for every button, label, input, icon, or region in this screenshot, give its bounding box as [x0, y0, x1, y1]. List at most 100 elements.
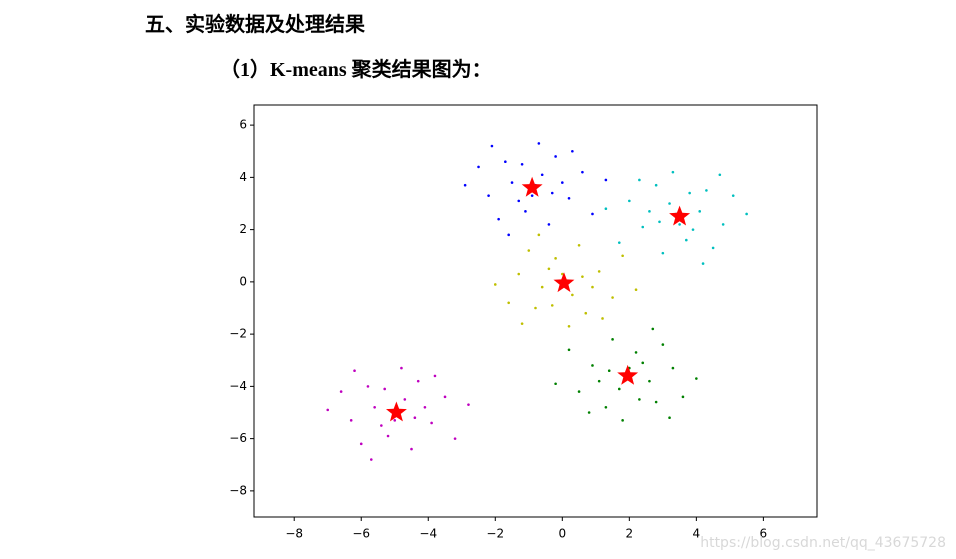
point	[634, 351, 638, 354]
point	[571, 149, 574, 153]
point	[648, 379, 651, 383]
point	[547, 223, 551, 226]
point	[537, 233, 541, 237]
point	[678, 223, 681, 226]
point	[497, 217, 500, 221]
point	[641, 361, 645, 365]
point	[386, 434, 390, 438]
x-tick-label: 2	[626, 527, 634, 541]
centroid-star	[386, 401, 407, 422]
point	[540, 285, 544, 289]
point	[668, 202, 671, 205]
point	[554, 382, 557, 386]
x-tick-label: −4	[419, 527, 437, 541]
point	[443, 395, 447, 399]
x-tick-label: 0	[558, 527, 566, 541]
point	[591, 212, 594, 216]
point	[711, 246, 715, 250]
point	[493, 283, 497, 286]
point	[581, 275, 584, 278]
point	[651, 327, 655, 331]
point	[339, 390, 343, 393]
point	[601, 317, 604, 320]
point	[410, 447, 413, 451]
point	[597, 379, 601, 383]
point	[416, 379, 420, 383]
point	[591, 285, 594, 289]
point	[695, 377, 698, 380]
point	[373, 405, 376, 409]
point	[507, 233, 510, 237]
point	[507, 301, 510, 305]
point	[701, 262, 705, 265]
point	[641, 225, 645, 229]
point	[517, 199, 521, 203]
x-tick-label: −6	[352, 527, 370, 541]
point	[607, 369, 611, 372]
watermark: https://blog.csdn.net/qq_43675728	[700, 535, 946, 551]
heading: 五、实验数据及处理结果	[145, 14, 365, 36]
y-tick-label: −6	[229, 431, 247, 445]
point	[413, 416, 417, 420]
point	[577, 243, 581, 247]
point	[587, 411, 591, 414]
point	[554, 155, 557, 158]
y-tick-label: −2	[229, 327, 247, 341]
point	[638, 398, 641, 401]
point	[517, 272, 521, 276]
centroid-star	[617, 364, 639, 385]
point	[591, 364, 594, 367]
point	[547, 267, 551, 271]
point	[671, 366, 675, 370]
point	[510, 181, 514, 184]
point	[554, 257, 557, 260]
point	[654, 183, 658, 187]
point	[577, 390, 581, 393]
point	[326, 408, 330, 412]
point	[567, 348, 571, 352]
point	[621, 419, 624, 422]
centroid-star	[553, 272, 575, 293]
point	[490, 144, 494, 148]
point	[520, 163, 524, 166]
point	[400, 366, 403, 370]
point	[638, 178, 641, 182]
x-tick-label: −8	[285, 527, 303, 541]
point	[380, 424, 383, 427]
point	[745, 212, 748, 216]
point	[567, 324, 571, 328]
point	[584, 311, 588, 315]
centroid-star	[521, 176, 543, 197]
point	[453, 437, 457, 440]
point	[433, 374, 437, 378]
point	[430, 421, 433, 425]
y-tick-label: 0	[239, 274, 247, 288]
point	[721, 223, 725, 226]
point	[540, 173, 544, 177]
point	[467, 403, 470, 406]
point	[567, 196, 571, 200]
point	[463, 183, 467, 187]
point	[383, 387, 386, 391]
point	[604, 405, 608, 409]
point	[597, 270, 601, 273]
point	[658, 220, 661, 224]
plot-frame	[253, 104, 818, 518]
point	[504, 160, 507, 163]
point	[561, 272, 564, 276]
point	[604, 178, 608, 182]
x-tick-label: −2	[486, 527, 504, 541]
point	[571, 293, 574, 297]
point	[527, 249, 531, 252]
point	[359, 442, 363, 446]
point	[705, 189, 708, 192]
point	[661, 343, 665, 346]
point	[648, 210, 651, 213]
y-tick-label: 2	[239, 222, 247, 236]
y-tick-label: −8	[229, 483, 247, 497]
point	[661, 251, 665, 255]
point	[698, 210, 702, 213]
y-tick-label: −4	[229, 379, 247, 393]
